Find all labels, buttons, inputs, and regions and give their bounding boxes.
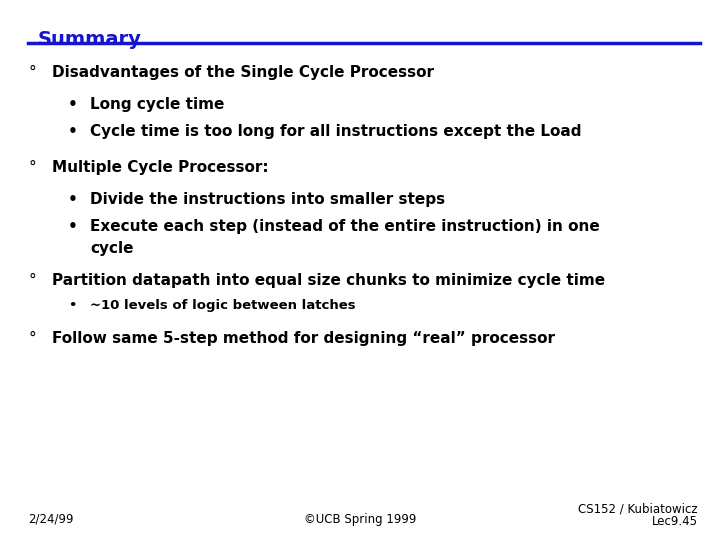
Text: Summary: Summary bbox=[38, 30, 142, 49]
Text: °: ° bbox=[28, 273, 36, 288]
Text: Divide the instructions into smaller steps: Divide the instructions into smaller ste… bbox=[90, 192, 445, 207]
Text: °: ° bbox=[28, 331, 36, 346]
Text: •: • bbox=[68, 192, 78, 207]
Text: Lec9.45: Lec9.45 bbox=[652, 515, 698, 528]
Text: Multiple Cycle Processor:: Multiple Cycle Processor: bbox=[52, 160, 269, 175]
Text: Execute each step (instead of the entire instruction) in one: Execute each step (instead of the entire… bbox=[90, 219, 600, 234]
Text: cycle: cycle bbox=[90, 241, 133, 256]
Text: Follow same 5-step method for designing “real” processor: Follow same 5-step method for designing … bbox=[52, 331, 555, 346]
Text: °: ° bbox=[28, 65, 36, 80]
Text: Partition datapath into equal size chunks to minimize cycle time: Partition datapath into equal size chunk… bbox=[52, 273, 605, 288]
Text: •: • bbox=[68, 124, 78, 139]
Text: CS152 / Kubiatowicz: CS152 / Kubiatowicz bbox=[578, 503, 698, 516]
Text: 2/24/99: 2/24/99 bbox=[28, 513, 73, 526]
Text: Disadvantages of the Single Cycle Processor: Disadvantages of the Single Cycle Proces… bbox=[52, 65, 434, 80]
Text: ©UCB Spring 1999: ©UCB Spring 1999 bbox=[304, 513, 416, 526]
Text: Cycle time is too long for all instructions except the Load: Cycle time is too long for all instructi… bbox=[90, 124, 582, 139]
Text: •: • bbox=[68, 299, 76, 312]
Text: •: • bbox=[68, 97, 78, 112]
Text: •: • bbox=[68, 219, 78, 234]
Text: °: ° bbox=[28, 160, 36, 175]
Text: ~10 levels of logic between latches: ~10 levels of logic between latches bbox=[90, 299, 356, 312]
Text: Long cycle time: Long cycle time bbox=[90, 97, 225, 112]
